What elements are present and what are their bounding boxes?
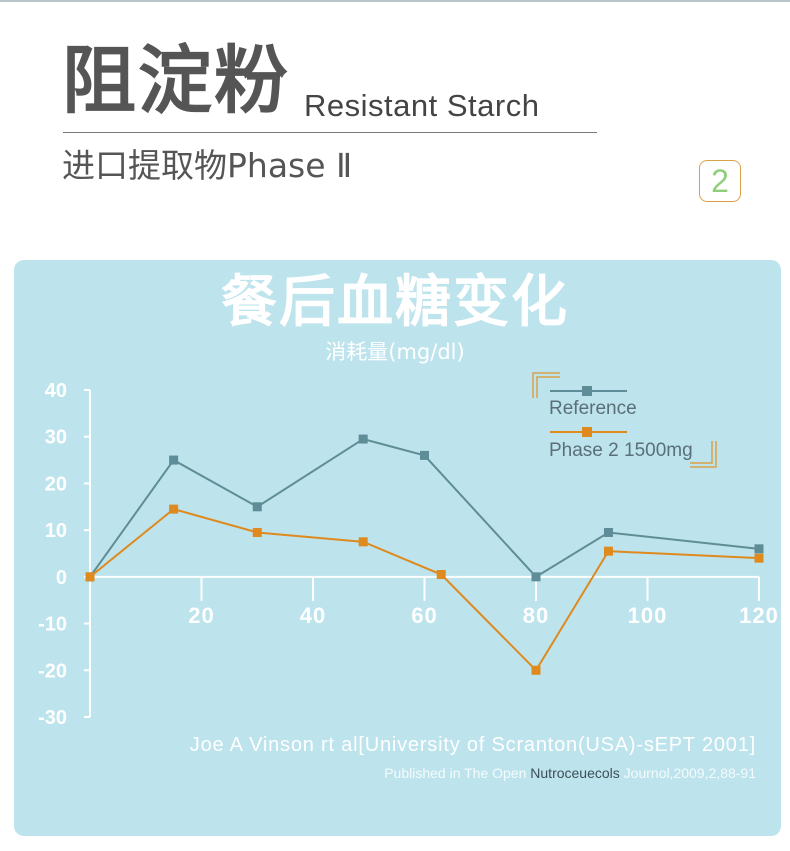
chart-title: 餐后血糖变化 [221,270,569,335]
data-point-phase2 [85,572,95,582]
page-title-chinese: 阻淀粉 [62,38,290,124]
chart-panel [14,260,781,836]
data-point-reference [358,434,368,444]
chart-subtitle: 消耗量(mg/dl) [325,340,465,364]
data-point-phase2 [358,537,368,547]
data-point-phase2 [169,504,179,514]
legend-label-reference: Reference [549,398,637,419]
data-point-reference [420,450,429,460]
source-prefix: Published in The Open [384,765,531,781]
data-point-reference [754,544,764,554]
series-line-phase2 [89,508,760,672]
data-point-phase2 [436,570,446,580]
x-tick-label: 60 [411,603,437,628]
x-tick-label: 120 [739,603,779,628]
data-point-reference [252,502,262,512]
citation-source: Published in The Open Nutroceuecols Jour… [0,764,756,782]
x-tick-label: 40 [300,603,326,628]
legend-label-phase2: Phase 2 1500mg [549,440,693,461]
y-tick-label: 20 [45,473,67,495]
citation-credit: Joe A Vinson rt al[University of Scranto… [189,734,756,756]
title-underline [63,132,597,133]
page-subtitle: 进口提取物Phase Ⅱ [62,146,353,185]
series-line-reference [89,437,760,579]
page-title-english: Resistant Starch [304,88,540,123]
y-tick-label: -20 [38,660,67,682]
y-tick-label: 10 [45,520,67,542]
data-point-phase2 [603,546,613,556]
data-point-reference [603,527,613,537]
y-tick-label: 0 [56,567,67,589]
data-point-reference [169,455,179,465]
y-tick-label: 40 [45,380,67,402]
data-point-phase2 [754,553,764,563]
source-journal: Nutroceuecols [530,765,620,781]
data-point-phase2 [531,665,541,675]
source-suffix: Journol,2009,2,88-91 [619,765,756,781]
x-tick-label: 100 [628,603,668,628]
y-tick-label: -10 [38,614,67,636]
legend-bracket-top-left [532,372,560,398]
legend-marker-reference [582,386,592,396]
x-tick-label: 20 [188,603,214,628]
step-number-badge: 2 [699,160,741,202]
y-tick-label: 30 [45,427,67,449]
data-point-phase2 [252,527,262,537]
legend-bracket-bottom-right [690,441,717,468]
top-border-line [0,0,790,2]
y-tick-label: -30 [38,707,67,729]
x-tick-label: 80 [523,603,549,628]
legend-marker-phase2 [582,427,592,437]
data-point-reference [531,572,541,582]
